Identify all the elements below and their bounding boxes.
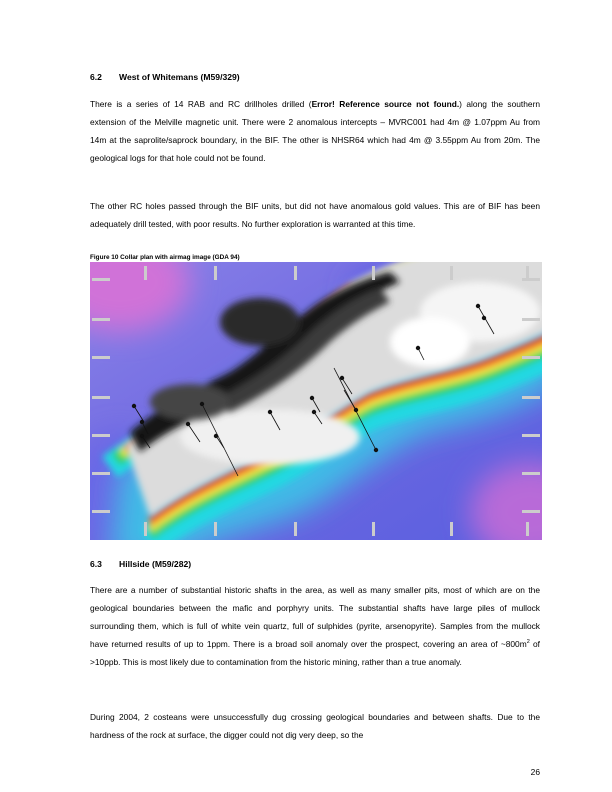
bif-magnetic-high: [130, 272, 400, 452]
page-number: 26: [530, 767, 540, 777]
reference-error: Error! Reference source not found.: [311, 99, 460, 109]
section-title: West of Whitemans (M59/329): [119, 72, 240, 82]
collar-marker: [309, 395, 315, 401]
section-6-2-heading: 6.2 West of Whitemans (M59/329): [90, 72, 240, 82]
paragraph-drillholes: There is a series of 14 RAB and RC drill…: [90, 95, 540, 167]
paragraph-text: of >10ppb. This is most likely due to co…: [90, 639, 541, 667]
superscript-2: 2: [526, 639, 530, 645]
collar-marker: [373, 447, 379, 453]
section-number: 6.3: [90, 559, 102, 569]
paragraph-text: There are a number of substantial histor…: [90, 585, 540, 649]
section-number: 6.2: [90, 72, 102, 82]
section-6-3-heading: 6.3 Hillside (M59/282): [90, 559, 191, 569]
figure-caption: Figure 10 Collar plan with airmag image …: [90, 254, 240, 261]
collar-marker: [475, 303, 481, 309]
collar-marker: [139, 433, 145, 439]
collar-marker: [339, 375, 345, 381]
collar-marker: [185, 421, 191, 427]
paragraph-rc-holes: The other RC holes passed through the BI…: [90, 197, 540, 233]
paragraph-text: The other RC holes passed through the BI…: [90, 201, 540, 229]
collar-marker: [353, 407, 359, 413]
collar-marker: [415, 345, 421, 351]
drillhole-collars: [131, 303, 495, 477]
collar-marker: [311, 409, 317, 415]
grid-labels: [92, 266, 540, 536]
paragraph-text: ) along the southern extension of the Me…: [90, 99, 541, 163]
collar-marker: [139, 419, 145, 425]
collar-marker: [131, 403, 137, 409]
paragraph-costeans: During 2004, 2 costeans were unsuccessfu…: [90, 708, 540, 744]
paragraph-text: During 2004, 2 costeans were unsuccessfu…: [90, 712, 540, 740]
section-title: Hillside (M59/282): [119, 559, 192, 569]
collar-marker: [267, 409, 273, 415]
collar-marker: [213, 433, 219, 439]
collar-marker: [481, 315, 487, 321]
airmag-collar-plan: [90, 262, 542, 540]
paragraph-text: There is a series of 14 RAB and RC drill…: [90, 99, 312, 109]
paragraph-hillside: There are a number of substantial histor…: [90, 581, 540, 671]
collar-marker: [199, 401, 205, 407]
